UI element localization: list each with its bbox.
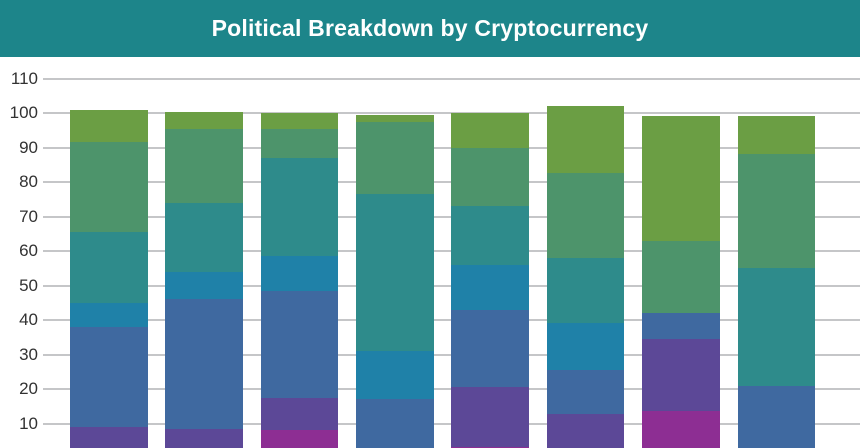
y-tick-label: 30	[19, 344, 38, 364]
bar-segment-teal	[546, 257, 625, 324]
bar-segment-olive-green	[356, 114, 434, 122]
bar-segment-magenta	[642, 411, 720, 448]
bar-segment-olive-green	[546, 106, 625, 174]
bar-segment-cerulean	[260, 256, 339, 291]
bar-segment-sea-green	[642, 240, 720, 314]
title-banner: Political Breakdown by Cryptocurrency	[0, 0, 860, 57]
bar-segment-sea-green	[70, 142, 148, 232]
bar	[451, 0, 529, 448]
bar-segment-teal	[451, 206, 529, 265]
y-tick-label: 70	[19, 206, 38, 226]
bar-segment-sea-green	[451, 147, 529, 207]
bar-segment-purple	[451, 387, 529, 447]
bar-segment-sea-green	[356, 121, 434, 195]
y-tick-label: 110	[10, 68, 38, 88]
bar	[642, 0, 720, 448]
bar-segment-sea-green	[546, 173, 625, 258]
y-tick-label: 80	[19, 172, 38, 192]
bar-segment-purple	[642, 338, 720, 412]
bar-segment-purple	[260, 397, 339, 431]
bar	[70, 0, 148, 448]
bar-segment-steel-blue	[737, 385, 816, 448]
bar-segment-cerulean	[70, 302, 148, 327]
bar-segment-steel-blue	[70, 326, 148, 427]
bar-segment-teal	[70, 232, 148, 303]
bar	[737, 0, 816, 448]
bar-segment-teal	[737, 268, 816, 386]
bar	[356, 0, 434, 448]
bar-segment-steel-blue	[356, 399, 434, 448]
bar-segment-olive-green	[260, 113, 339, 129]
bar	[546, 0, 625, 448]
y-tick-label: 10	[19, 413, 38, 433]
bar	[260, 0, 339, 448]
y-tick-label: 20	[19, 379, 38, 399]
bar-segment-steel-blue	[165, 299, 243, 429]
bar	[165, 0, 243, 448]
bar-segment-steel-blue	[260, 290, 339, 398]
bar-segment-cerulean	[356, 351, 434, 400]
bar-segment-purple	[165, 428, 243, 448]
bar-segment-teal	[165, 202, 243, 272]
bar-segment-teal	[356, 194, 434, 352]
bar-segment-cerulean	[546, 323, 625, 370]
bar-segment-magenta	[451, 446, 529, 448]
y-tick-label: 100	[9, 103, 38, 123]
bar-segment-purple	[546, 414, 625, 448]
y-tick-label: 40	[19, 310, 38, 330]
bar-segment-cerulean	[165, 271, 243, 300]
y-tick-label: 90	[19, 137, 38, 157]
bar-segment-purple	[70, 426, 148, 448]
bar-segment-cerulean	[451, 264, 529, 310]
gridline	[43, 77, 860, 80]
chart-title: Political Breakdown by Cryptocurrency	[211, 15, 649, 41]
y-tick-label: 50	[19, 275, 38, 295]
bar-segment-steel-blue	[642, 313, 720, 339]
bar-segment-olive-green	[642, 116, 720, 241]
bar-segment-teal	[260, 157, 339, 257]
bar-segment-sea-green	[165, 128, 243, 203]
bar-segment-olive-green	[165, 111, 243, 129]
bar-segment-olive-green	[737, 116, 816, 155]
bar-segment-olive-green	[70, 109, 148, 143]
bar-segment-sea-green	[737, 154, 816, 269]
bar-segment-steel-blue	[451, 309, 529, 388]
bar-segment-olive-green	[451, 113, 529, 148]
y-tick-label: 60	[19, 241, 38, 261]
bar-segment-steel-blue	[546, 370, 625, 415]
bar-segment-magenta	[260, 430, 339, 448]
bar-segment-sea-green	[260, 128, 339, 158]
